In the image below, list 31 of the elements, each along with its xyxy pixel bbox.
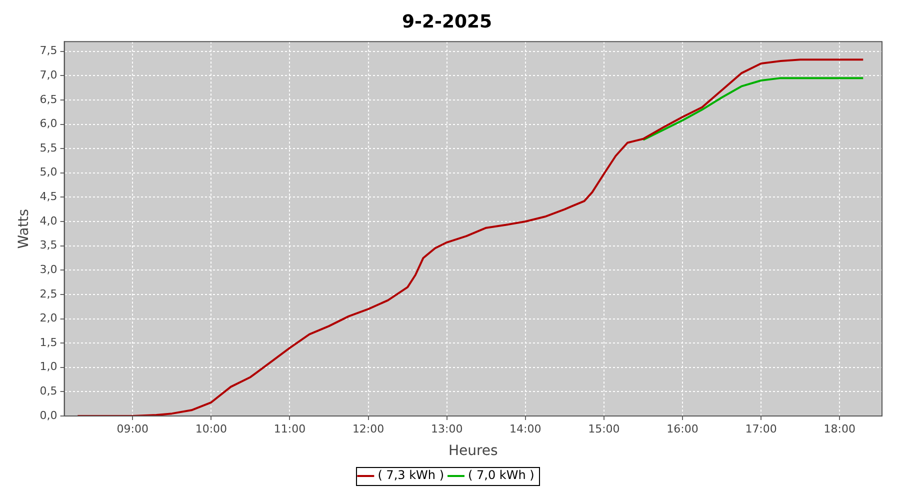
y-tick-label: 0,5	[40, 384, 58, 398]
y-tick-label: 5,0	[40, 166, 58, 179]
y-tick-label: 2,5	[40, 287, 58, 300]
y-tick-label: 6,5	[40, 92, 58, 106]
y-tick-label: 7,0	[40, 68, 58, 82]
y-tick-label: 2,0	[40, 312, 58, 325]
x-axis-title: Heures	[448, 443, 498, 460]
y-tick-label: 3,0	[40, 262, 58, 276]
x-tick-label: 10:00	[195, 422, 228, 436]
y-tick-label: 5,5	[40, 141, 58, 154]
legend-label: ( 7,3 kWh )	[378, 468, 444, 482]
x-tick-label: 11:00	[274, 422, 306, 436]
y-tick-label: 4,5	[40, 190, 58, 204]
legend-label: ( 7,0 kWh )	[468, 468, 534, 482]
x-tick-label: 18:00	[824, 422, 856, 436]
chart-title: 9-2-2025	[402, 11, 492, 32]
x-tick-label: 17:00	[745, 422, 777, 436]
x-tick-label: 14:00	[510, 422, 542, 436]
y-axis-title: Watts	[16, 208, 32, 249]
y-tick-label: 1,5	[40, 336, 58, 349]
y-tick-label: 3,5	[40, 238, 58, 252]
y-tick-label: 6,0	[40, 117, 58, 130]
x-tick-label: 09:00	[116, 422, 148, 436]
y-tick-label: 0,0	[40, 408, 58, 422]
x-tick-label: 13:00	[430, 422, 463, 436]
x-tick-label: 15:00	[588, 422, 620, 436]
y-tick-label: 4,0	[40, 214, 58, 228]
x-tick-label: 12:00	[352, 422, 384, 436]
y-tick-label: 1,0	[40, 360, 58, 374]
y-tick-label: 7,5	[40, 44, 58, 58]
x-tick-label: 16:00	[666, 422, 698, 436]
